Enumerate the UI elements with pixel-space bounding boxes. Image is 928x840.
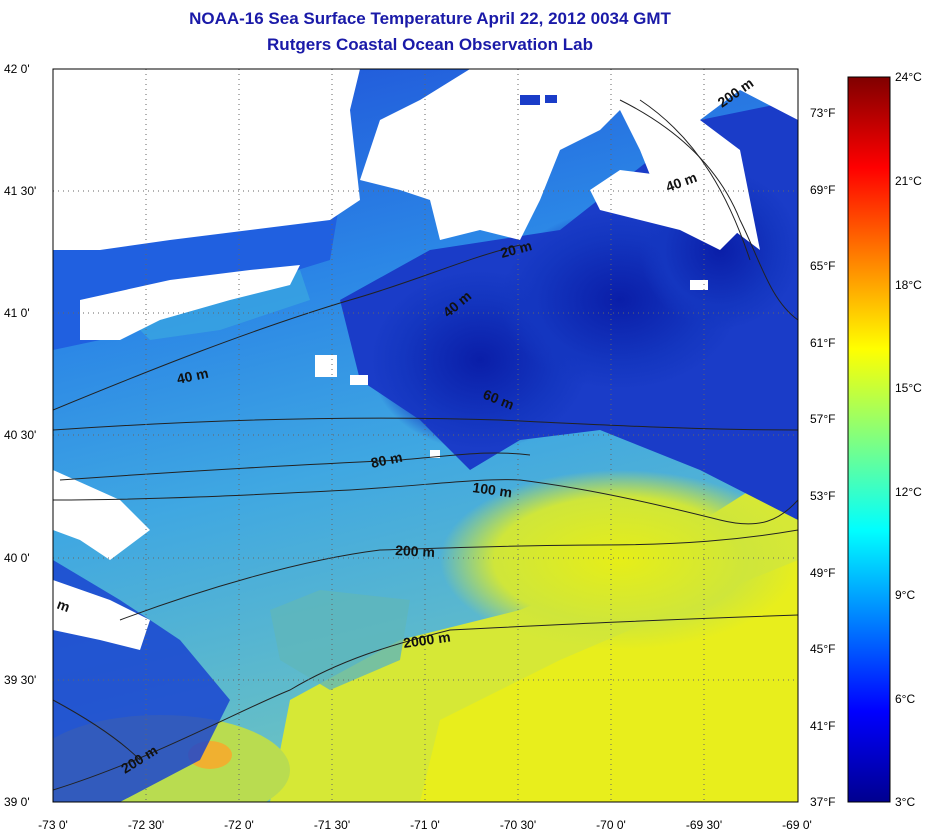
contour-label: 200 m: [395, 542, 435, 560]
colorbar-label: 24°C: [895, 70, 922, 84]
f-tick-label: 37°F: [810, 795, 835, 809]
x-tick-label: -69 30': [686, 818, 722, 832]
contour-label: 2000 m: [402, 629, 451, 651]
x-tick-label: -70 0': [596, 818, 626, 832]
f-tick-label: 57°F: [810, 412, 835, 426]
colorbar-label: 18°C: [895, 278, 922, 292]
colorbar-label: 12°C: [895, 485, 922, 499]
x-tick-label: -71 30': [314, 818, 350, 832]
graticule: [53, 69, 798, 802]
x-tick-label: -70 30': [500, 818, 536, 832]
f-tick-label: 53°F: [810, 489, 835, 503]
x-tick-label: -71 0': [410, 818, 440, 832]
x-tick-label: -72 0': [224, 818, 254, 832]
x-tick-label: -69 0': [782, 818, 812, 832]
f-tick-label: 61°F: [810, 336, 835, 350]
contour-label: 20 m: [499, 237, 534, 261]
f-tick-label: 73°F: [810, 106, 835, 120]
f-tick-label: 49°F: [810, 566, 835, 580]
fahrenheit-axis: 73°F 69°F 65°F 61°F 57°F 53°F 49°F 45°F …: [810, 106, 835, 809]
f-tick-label: 69°F: [810, 183, 835, 197]
contour-label: m: [55, 596, 72, 615]
colorbar-label: 9°C: [895, 588, 915, 602]
x-axis: -73 0' -72 30' -72 0' -71 30' -71 0' -70…: [38, 818, 812, 832]
y-axis: 42 0' 41 30' 41 0' 40 30' 40 0' 39 30' 3…: [4, 62, 36, 809]
map-subtitle: Rutgers Coastal Ocean Observation Lab: [267, 35, 593, 54]
f-tick-label: 45°F: [810, 642, 835, 656]
y-tick-label: 42 0': [4, 62, 30, 76]
y-tick-label: 41 30': [4, 184, 36, 198]
contour-label: 100 m: [472, 479, 514, 500]
colorbar-label: 21°C: [895, 174, 922, 188]
colorbar-label: 6°C: [895, 692, 915, 706]
y-tick-label: 39 30': [4, 673, 36, 687]
contour-label: 80 m: [369, 449, 404, 471]
contour-label: 40 m: [175, 365, 210, 387]
y-tick-label: 40 0': [4, 551, 30, 565]
x-tick-label: -72 30': [128, 818, 164, 832]
map-title: NOAA-16 Sea Surface Temperature April 22…: [189, 9, 671, 28]
y-tick-label: 40 30': [4, 428, 36, 442]
colorbar-label: 3°C: [895, 795, 915, 809]
f-tick-label: 65°F: [810, 259, 835, 273]
colorbar: [847, 76, 891, 803]
x-tick-label: -73 0': [38, 818, 68, 832]
f-tick-label: 41°F: [810, 719, 835, 733]
y-tick-label: 41 0': [4, 306, 30, 320]
colorbar-label: 15°C: [895, 381, 922, 395]
colorbar-labels: 24°C 21°C 18°C 15°C 12°C 9°C 6°C 3°C: [895, 70, 922, 809]
y-tick-label: 39 0': [4, 795, 30, 809]
map-frame: [52, 68, 799, 803]
